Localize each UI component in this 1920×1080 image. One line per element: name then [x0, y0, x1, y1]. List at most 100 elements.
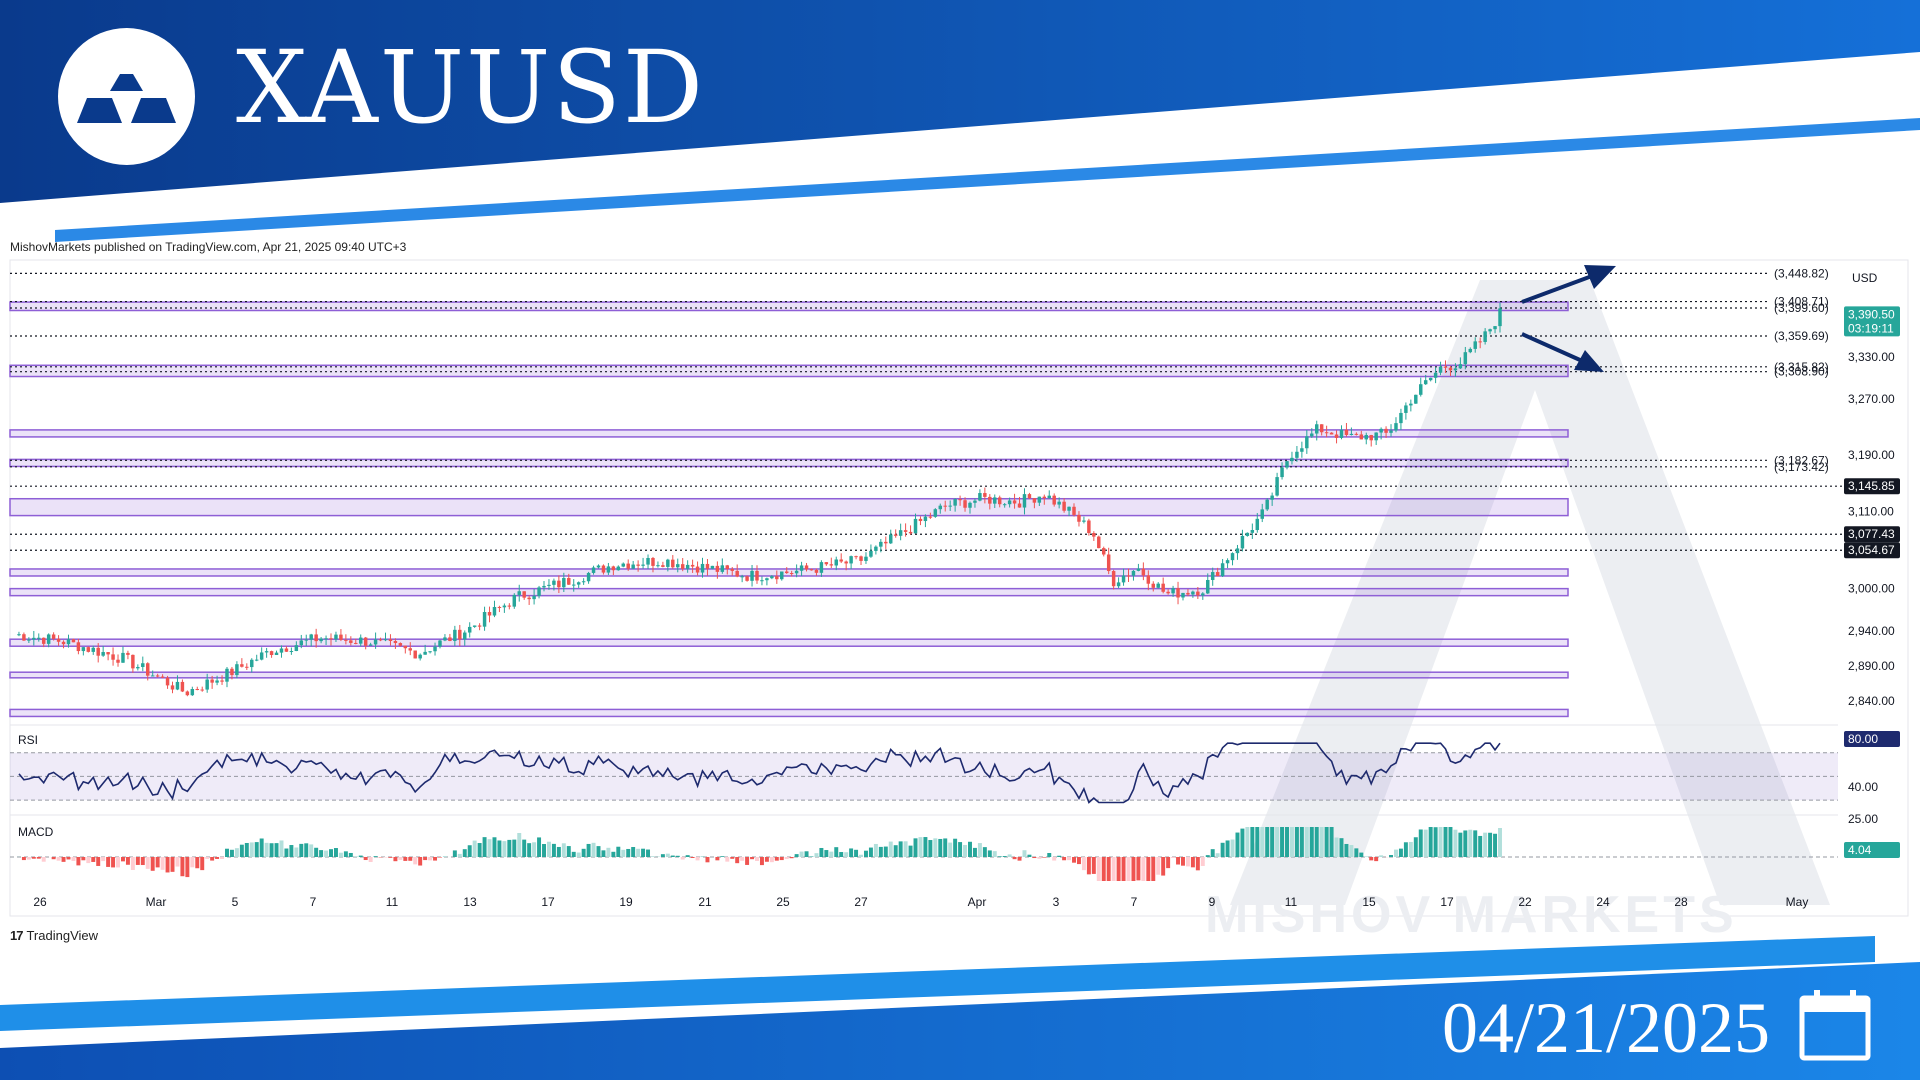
currency-label: USD — [1852, 271, 1878, 285]
y-tick-label: 2,940.00 — [1848, 624, 1895, 638]
macd-bar — [1488, 832, 1493, 857]
macd-bar — [1443, 827, 1448, 857]
candle-body — [1156, 583, 1160, 588]
macd-bar — [532, 842, 537, 857]
macd-bar — [868, 847, 873, 857]
candle-body — [329, 638, 333, 640]
macd-bar — [1329, 827, 1334, 857]
candle-body — [512, 594, 517, 607]
macd-bar — [1185, 857, 1190, 867]
macd-bar — [125, 857, 130, 865]
candle-body — [829, 564, 834, 566]
macd-bar — [809, 856, 814, 857]
macd-bar — [1389, 855, 1394, 857]
candle-body — [1176, 588, 1180, 598]
macd-bar — [155, 857, 160, 868]
macd-bar — [759, 857, 764, 866]
candle-body — [1042, 496, 1047, 499]
candle-body — [864, 556, 868, 561]
candle-body — [690, 564, 695, 567]
candle-body — [482, 612, 487, 627]
candle-body — [854, 556, 858, 558]
macd-bar — [438, 857, 442, 858]
candle-body — [1329, 432, 1334, 435]
candle-body — [1488, 329, 1492, 332]
x-tick-label: 26 — [33, 895, 47, 909]
macd-bar — [1364, 856, 1369, 857]
x-tick-label: Mar — [146, 895, 167, 909]
candle-body — [393, 640, 398, 644]
macd-bar — [1032, 857, 1037, 859]
banner-top-accent — [55, 118, 1920, 242]
candle-body — [1002, 504, 1007, 506]
candle-body — [220, 680, 224, 682]
candle-body — [908, 531, 913, 534]
macd-bar — [611, 851, 616, 857]
macd-bar — [839, 852, 844, 857]
macd-bar — [383, 857, 388, 858]
candle-body — [938, 505, 943, 510]
macd-bar — [31, 857, 36, 859]
macd-bar — [1260, 827, 1265, 857]
candle-body — [1082, 520, 1086, 522]
candle-body — [150, 675, 155, 677]
macd-bar — [750, 857, 755, 860]
macd-bar — [690, 857, 695, 858]
macd-bar — [1052, 857, 1057, 861]
candle-body — [408, 648, 413, 651]
candle-body — [190, 689, 195, 696]
candle-body — [1319, 424, 1324, 433]
macd-bar — [254, 842, 259, 857]
candle-body — [304, 639, 308, 641]
candle-body — [41, 637, 46, 644]
macd-bar — [784, 857, 789, 860]
x-tick-label: 15 — [1362, 895, 1376, 909]
candle-body — [254, 659, 259, 661]
macd-bar — [561, 843, 566, 857]
candle-body — [1354, 433, 1359, 435]
candle-body — [492, 606, 497, 616]
candle-body — [195, 689, 200, 691]
candle-body — [913, 518, 918, 534]
y-tick-label: 3,270.00 — [1848, 392, 1895, 406]
candle-body — [76, 642, 81, 652]
candle-body — [1171, 588, 1175, 594]
macd-bar — [977, 843, 982, 857]
macd-bar — [1398, 848, 1403, 857]
candle-body — [1339, 429, 1344, 438]
candle-body — [1097, 536, 1101, 549]
macd-bar — [1255, 827, 1260, 857]
macd-bar — [1423, 829, 1428, 857]
macd-bar — [1171, 857, 1176, 858]
candle-body — [685, 564, 690, 569]
macd-bar — [566, 846, 571, 857]
macd-bar — [487, 839, 492, 857]
candle-body — [81, 647, 86, 652]
macd-bar — [819, 847, 824, 857]
sr-zone — [9, 458, 1569, 468]
macd-bar — [1314, 827, 1319, 857]
candle-body — [1245, 532, 1250, 536]
macd-bar — [1265, 827, 1270, 857]
macd-bar — [522, 839, 527, 857]
page-title: XAUUSD — [236, 29, 706, 146]
level-badge — [1844, 478, 1900, 495]
macd-bar — [804, 851, 809, 857]
macd-bar — [274, 843, 279, 857]
candle-body — [1334, 434, 1339, 438]
candle-body — [344, 639, 348, 641]
x-tick-label: 9 — [1209, 895, 1216, 909]
macd-bar — [546, 841, 551, 857]
candle-body — [537, 587, 541, 596]
macd-bar — [284, 848, 289, 857]
macd-bar — [338, 852, 343, 857]
candle-body — [279, 648, 284, 653]
candle-body — [1483, 331, 1487, 342]
macd-bar — [769, 857, 774, 863]
tradingview-brand[interactable]: 17 TradingView — [10, 928, 98, 943]
candle-body — [740, 576, 744, 578]
candle-body — [586, 572, 591, 582]
macd-bar — [1151, 857, 1156, 881]
